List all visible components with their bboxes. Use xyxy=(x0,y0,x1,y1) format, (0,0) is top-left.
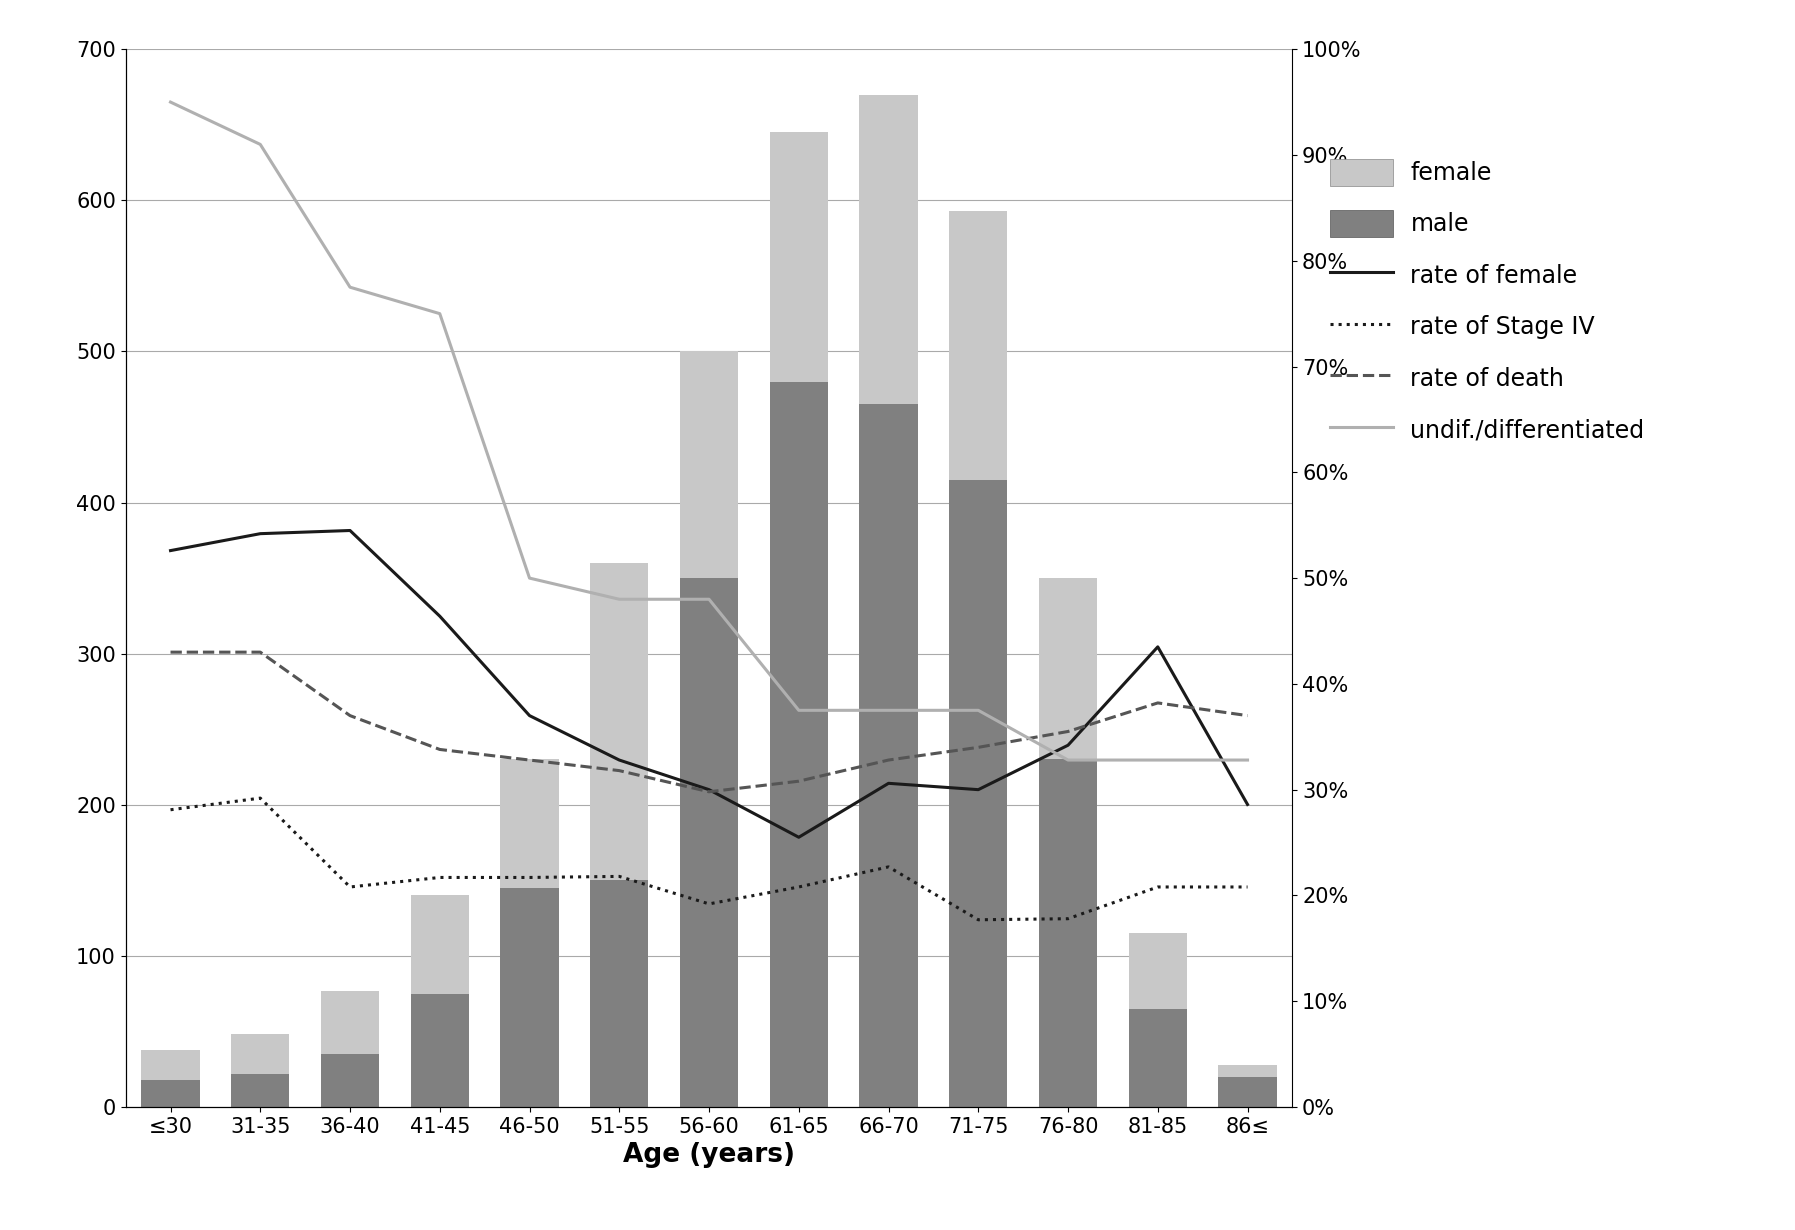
rate of Stage IV xyxy=(788,879,810,894)
Bar xyxy=(680,578,738,1107)
rate of death xyxy=(160,645,181,659)
rate of death xyxy=(878,753,899,768)
Bar xyxy=(770,381,827,1107)
rate of death xyxy=(339,708,361,723)
undif./differentiated xyxy=(1237,753,1258,768)
rate of Stage IV xyxy=(1147,879,1169,894)
Bar xyxy=(860,95,917,405)
Bar xyxy=(860,405,917,1107)
rate of female xyxy=(968,782,989,797)
rate of female xyxy=(339,523,361,538)
rate of Stage IV xyxy=(160,802,181,817)
rate of death xyxy=(698,785,720,800)
rate of Stage IV xyxy=(250,791,271,806)
Bar xyxy=(1039,759,1097,1107)
Bar xyxy=(1219,1076,1276,1107)
Bar xyxy=(232,1034,289,1074)
Bar xyxy=(411,994,468,1107)
rate of Stage IV xyxy=(698,897,720,911)
rate of Stage IV xyxy=(519,870,540,884)
undif./differentiated xyxy=(609,592,630,606)
Line: rate of death: rate of death xyxy=(171,652,1248,792)
Legend: female, male, rate of female, rate of Stage IV, rate of death, undif./differenti: female, male, rate of female, rate of St… xyxy=(1330,159,1644,444)
rate of Stage IV xyxy=(609,870,630,884)
rate of death xyxy=(609,764,630,779)
rate of female xyxy=(1237,797,1258,812)
rate of death xyxy=(429,742,451,756)
rate of death xyxy=(1147,695,1169,710)
Bar xyxy=(950,480,1007,1107)
undif./differentiated xyxy=(339,280,361,295)
rate of female xyxy=(519,708,540,723)
Bar xyxy=(142,1049,199,1080)
Bar xyxy=(321,1054,379,1107)
Bar xyxy=(501,888,558,1107)
rate of Stage IV xyxy=(878,860,899,875)
Bar xyxy=(1219,1065,1276,1076)
Bar xyxy=(1129,934,1186,1009)
undif./differentiated xyxy=(1147,753,1169,768)
rate of Stage IV xyxy=(429,870,451,884)
rate of female xyxy=(1147,640,1169,654)
undif./differentiated xyxy=(788,704,810,718)
undif./differentiated xyxy=(250,137,271,151)
rate of death xyxy=(1057,724,1079,739)
rate of female xyxy=(609,753,630,768)
rate of female xyxy=(698,782,720,797)
rate of Stage IV xyxy=(968,913,989,927)
rate of death xyxy=(788,774,810,788)
undif./differentiated xyxy=(519,571,540,585)
Bar xyxy=(1129,1009,1186,1107)
Bar xyxy=(770,133,827,381)
Bar xyxy=(411,895,468,994)
Bar xyxy=(680,352,738,578)
rate of female xyxy=(429,609,451,624)
undif./differentiated xyxy=(160,95,181,109)
undif./differentiated xyxy=(1057,753,1079,768)
Line: rate of female: rate of female xyxy=(171,530,1248,838)
Bar xyxy=(142,1080,199,1107)
Bar xyxy=(950,210,1007,480)
rate of Stage IV xyxy=(1057,911,1079,926)
rate of death xyxy=(519,753,540,768)
X-axis label: Age (years): Age (years) xyxy=(623,1143,795,1168)
Bar xyxy=(1039,578,1097,759)
undif./differentiated xyxy=(429,306,451,321)
rate of female xyxy=(1057,738,1079,753)
rate of female xyxy=(878,776,899,791)
Bar xyxy=(591,881,648,1107)
undif./differentiated xyxy=(968,704,989,718)
Bar xyxy=(321,990,379,1054)
Line: undif./differentiated: undif./differentiated xyxy=(171,102,1248,760)
rate of female xyxy=(160,544,181,558)
undif./differentiated xyxy=(698,592,720,606)
rate of Stage IV xyxy=(339,879,361,894)
Bar xyxy=(501,759,558,888)
rate of Stage IV xyxy=(1237,879,1258,894)
Bar xyxy=(232,1074,289,1107)
rate of death xyxy=(250,645,271,659)
rate of female xyxy=(250,526,271,541)
undif./differentiated xyxy=(878,704,899,718)
rate of female xyxy=(788,830,810,845)
rate of death xyxy=(1237,708,1258,723)
Line: rate of Stage IV: rate of Stage IV xyxy=(171,798,1248,920)
rate of death xyxy=(968,740,989,755)
Bar xyxy=(591,563,648,881)
